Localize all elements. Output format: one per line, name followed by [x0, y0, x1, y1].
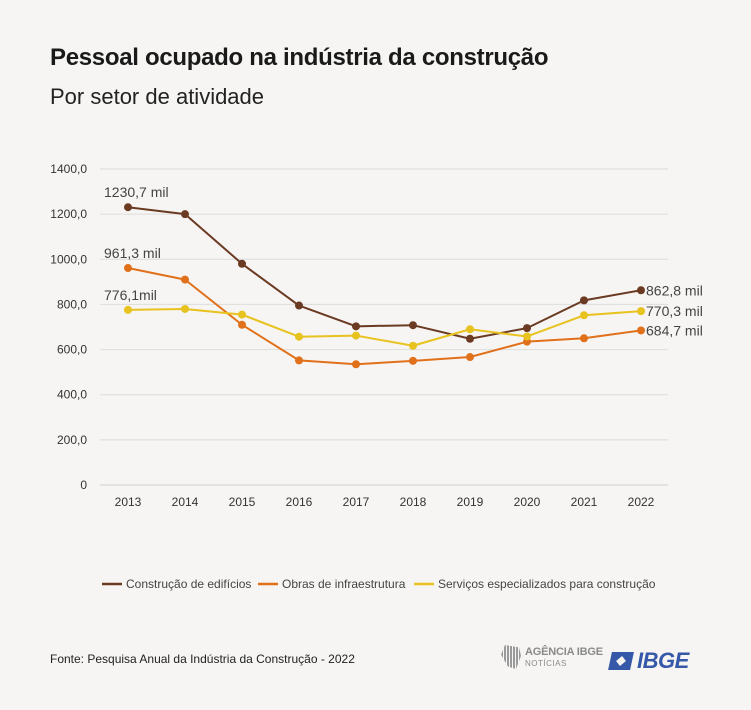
- data-point: [466, 353, 474, 362]
- x-tick-label: 2022: [628, 495, 655, 509]
- data-point: [238, 259, 246, 268]
- x-tick-label: 2017: [343, 495, 370, 509]
- data-point: [295, 356, 303, 365]
- y-axis-ticks: 0 200,0 400,0 600,0 800,0 1000,0 1200,0 1400,0: [50, 162, 87, 492]
- brazil-map-icon: [501, 645, 521, 669]
- data-point: [352, 322, 360, 331]
- ibge-flag-icon: [608, 652, 634, 670]
- x-axis-ticks: 2013 2014 2015 2016 2017 2018 2019 2020 2021 2022: [115, 495, 655, 509]
- data-point: [466, 334, 474, 343]
- data-point: [181, 304, 189, 313]
- data-point: [523, 324, 531, 333]
- y-tick-label: 1400,0: [50, 162, 87, 176]
- data-point: [637, 326, 645, 335]
- data-labels: 1230,7 mil 862,8 mil 961,3 mil 684,7 mil 776…: [104, 184, 703, 338]
- x-tick-label: 2015: [229, 495, 256, 509]
- agencia-logo-text: AGÊNCIA IBGE: [525, 645, 603, 658]
- series-line: [127, 307, 642, 347]
- data-point: [580, 296, 588, 305]
- agencia-ibge-logo: AGÊNCIA IBGE NOTÍCIAS: [501, 645, 603, 669]
- legend-label: Obras de infraestrutura: [282, 577, 406, 591]
- series-line: [127, 206, 642, 340]
- data-label: 776,1mil: [104, 287, 157, 303]
- legend-label: Construção de edifícios: [126, 577, 251, 591]
- x-tick-label: 2013: [115, 495, 142, 509]
- chart-subtitle: Por setor de atividade: [50, 84, 265, 109]
- y-tick-label: 200,0: [57, 433, 87, 447]
- data-point: [637, 286, 645, 295]
- data-point: [181, 210, 189, 219]
- data-point: [124, 203, 132, 212]
- y-tick-label: 400,0: [57, 388, 87, 402]
- chart-title: Pessoal ocupado na indústria da construç…: [50, 44, 549, 71]
- data-point: [466, 325, 474, 334]
- data-point: [523, 332, 531, 341]
- y-tick-label: 1000,0: [50, 252, 87, 266]
- data-point: [238, 310, 246, 319]
- data-label: 862,8 mil: [646, 282, 703, 298]
- data-label: 961,3 mil: [104, 245, 161, 261]
- ibge-logo-text: IBGE: [637, 648, 689, 673]
- series-lines: [124, 203, 645, 369]
- agencia-logo-sub: NOTÍCIAS: [525, 658, 567, 668]
- data-label: 1230,7 mil: [104, 184, 169, 200]
- data-point: [580, 334, 588, 343]
- data-point: [124, 264, 132, 273]
- data-point: [580, 311, 588, 320]
- data-point: [409, 341, 417, 350]
- x-tick-label: 2019: [457, 495, 484, 509]
- legend-label: Serviços especializados para construção: [438, 577, 656, 591]
- ibge-logo: IBGE: [608, 648, 689, 674]
- data-point: [295, 332, 303, 341]
- data-point: [409, 356, 417, 365]
- data-point: [409, 321, 417, 330]
- data-point: [124, 305, 132, 314]
- y-tick-label: 600,0: [57, 343, 87, 357]
- y-tick-label: 1200,0: [50, 207, 87, 221]
- x-tick-label: 2014: [172, 495, 199, 509]
- data-label: 770,3 mil: [646, 303, 703, 319]
- data-point: [295, 301, 303, 310]
- x-tick-label: 2021: [571, 495, 598, 509]
- y-tick-label: 800,0: [57, 297, 87, 311]
- legend: Construção de edifícios Obras de infraest…: [102, 577, 656, 591]
- data-point: [637, 307, 645, 316]
- x-tick-label: 2020: [514, 495, 541, 509]
- y-tick-label: 0: [80, 478, 87, 492]
- data-point: [238, 320, 246, 329]
- x-tick-label: 2016: [286, 495, 313, 509]
- line-chart: 0200,0400,0600,0800,01000,01200,01400,0 …: [50, 162, 703, 591]
- x-tick-label: 2018: [400, 495, 427, 509]
- series-line: [127, 267, 642, 366]
- source-note: Fonte: Pesquisa Anual da Indústria da Co…: [50, 652, 355, 666]
- data-point: [352, 360, 360, 369]
- data-point: [181, 275, 189, 284]
- data-label: 684,7 mil: [646, 322, 703, 338]
- grid-lines: [100, 168, 668, 486]
- data-point: [352, 331, 360, 340]
